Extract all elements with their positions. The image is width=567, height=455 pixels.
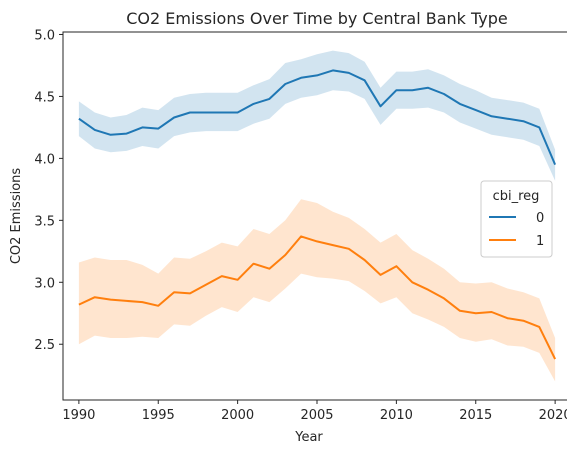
x-tick-label-1995: 1995 [142,408,175,423]
x-tick-label-1990: 1990 [62,408,95,423]
y-tick-label-4.5: 4.5 [34,90,55,105]
confidence-band-1 [78,199,556,382]
series-lines [78,69,557,360]
y-tick-label-2.5: 2.5 [34,338,55,353]
legend-entry-0: 0 [536,211,544,226]
chart-title: CO2 Emissions Over Time by Central Bank … [126,9,508,28]
legend-title: cbi_reg [493,189,540,204]
confidence-bands [78,50,556,382]
legend: cbi_reg 0 1 [480,180,553,258]
x-tick-label-2000: 2000 [221,408,254,423]
y-tick-label-4: 4.0 [34,152,55,167]
y-tick-label-3.5: 3.5 [34,214,55,229]
x-axis-label: Year [294,430,323,445]
series-line-1 [78,235,556,360]
x-tick-label-2005: 2005 [300,408,333,423]
legend-box [480,180,553,258]
y-tick-label-5: 5.0 [34,28,55,43]
y-axis: 2.5 3.0 3.5 4.0 4.5 5.0 [34,28,63,353]
x-tick-label-2015: 2015 [459,408,492,423]
confidence-band-0 [78,50,556,181]
x-tick-label-2020: 2020 [539,408,567,423]
legend-entry-1: 1 [536,234,544,249]
series-line-0 [78,69,557,165]
y-tick-label-3: 3.0 [34,276,55,291]
x-axis: 1990 1995 2000 2005 2010 2015 2020 [62,400,567,423]
x-tick-label-2010: 2010 [380,408,413,423]
y-axis-label: CO2 Emissions [9,168,24,265]
